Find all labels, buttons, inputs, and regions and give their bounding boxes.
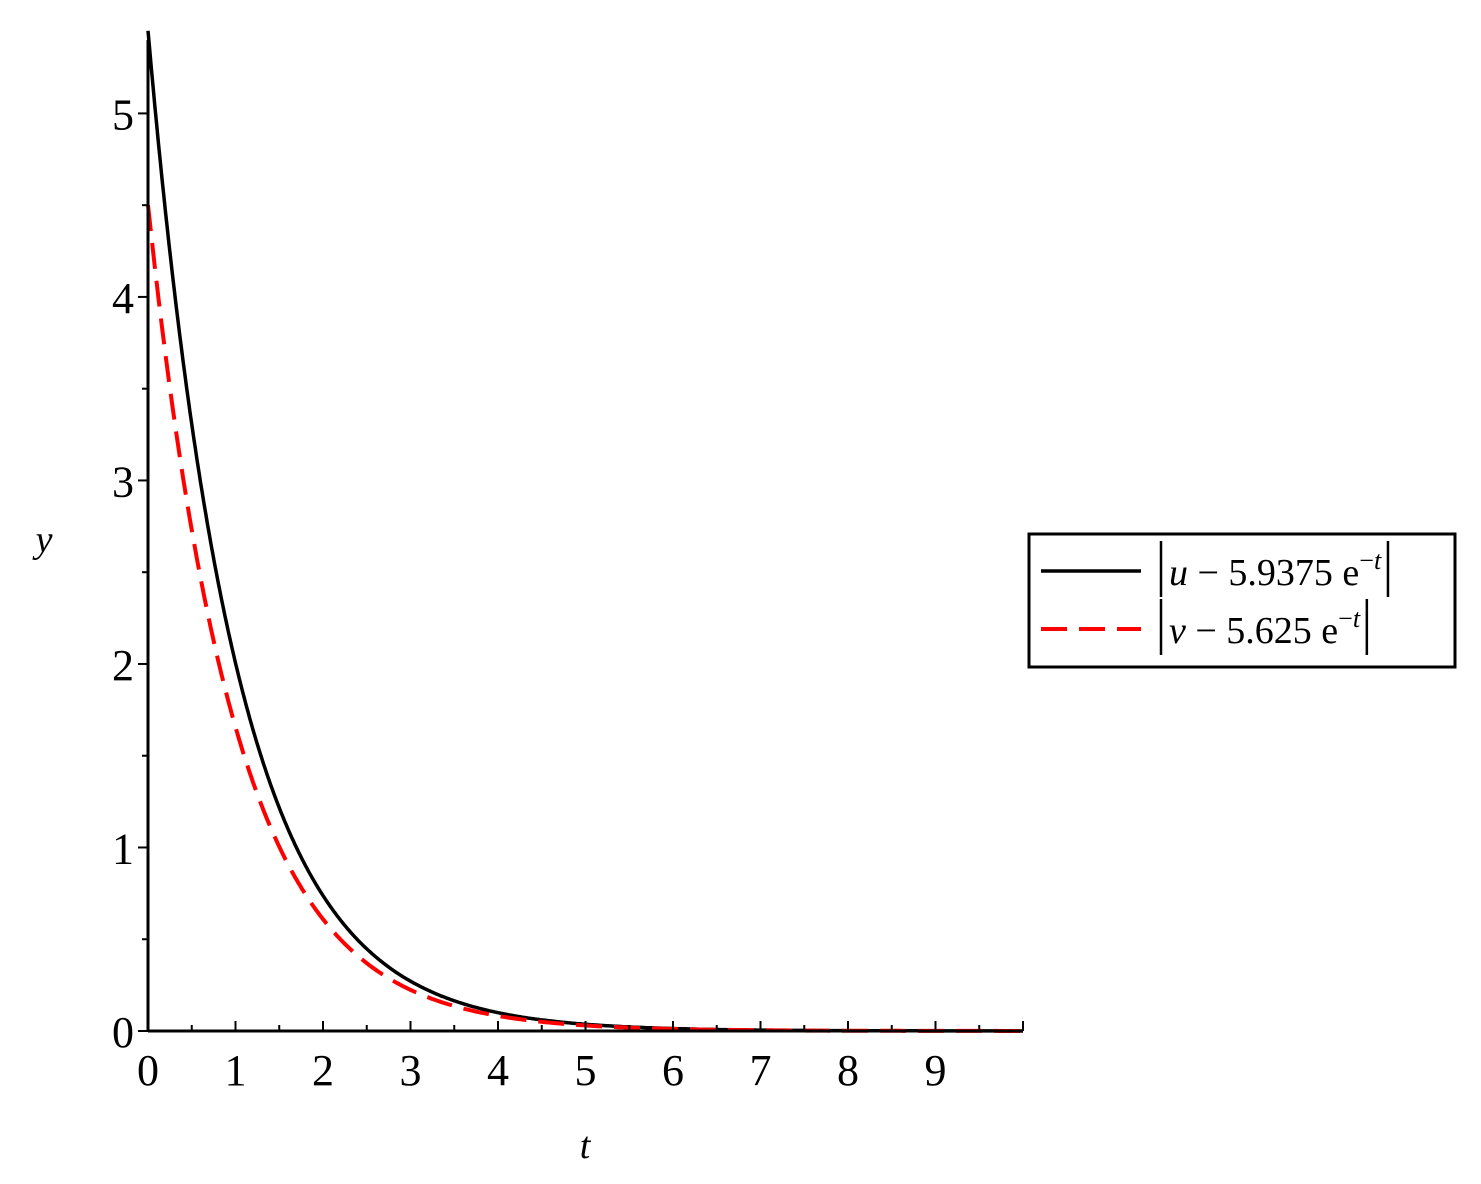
x-tick-label: 4 (487, 1046, 509, 1095)
y-tick-label: 2 (112, 641, 134, 690)
x-tick-label: 8 (837, 1046, 859, 1095)
legend: u − 5.9375 e−t v − 5.625 e−t (1027, 532, 1457, 669)
y-ticks: 0 1 2 3 4 5 (112, 90, 148, 1057)
y-tick-label: 5 (112, 90, 134, 139)
legend-box (1027, 532, 1457, 669)
y-axis-label: y (32, 519, 53, 561)
legend-entry-label: u − 5.9375 e−t (1169, 546, 1382, 594)
x-tick-label: 9 (925, 1046, 947, 1095)
x-tick-label: 0 (137, 1046, 159, 1095)
y-tick-label: 1 (112, 824, 134, 873)
x-tick-label: 5 (575, 1046, 597, 1095)
x-tick-label: 2 (312, 1046, 334, 1095)
x-tick-label: 6 (662, 1046, 684, 1095)
y-tick-label: 0 (112, 1008, 134, 1057)
series-line-u (146, 30, 1023, 1033)
x-ticks: 0 1 2 3 4 5 6 7 8 9 (137, 1021, 1024, 1095)
x-axis-label: t (580, 1125, 592, 1167)
x-tick-label: 3 (400, 1046, 422, 1095)
x-tick-label: 1 (225, 1046, 247, 1095)
plot-curves (146, 30, 1023, 1033)
y-tick-label: 3 (112, 457, 134, 506)
x-tick-label: 7 (750, 1046, 772, 1095)
series-line-v (146, 204, 1023, 1033)
legend-entry-label: v − 5.625 e−t (1169, 604, 1361, 652)
axes: 0 1 2 3 4 5 6 7 8 9 0 1 2 3 4 5 (112, 40, 1024, 1095)
y-tick-label: 4 (112, 274, 134, 323)
